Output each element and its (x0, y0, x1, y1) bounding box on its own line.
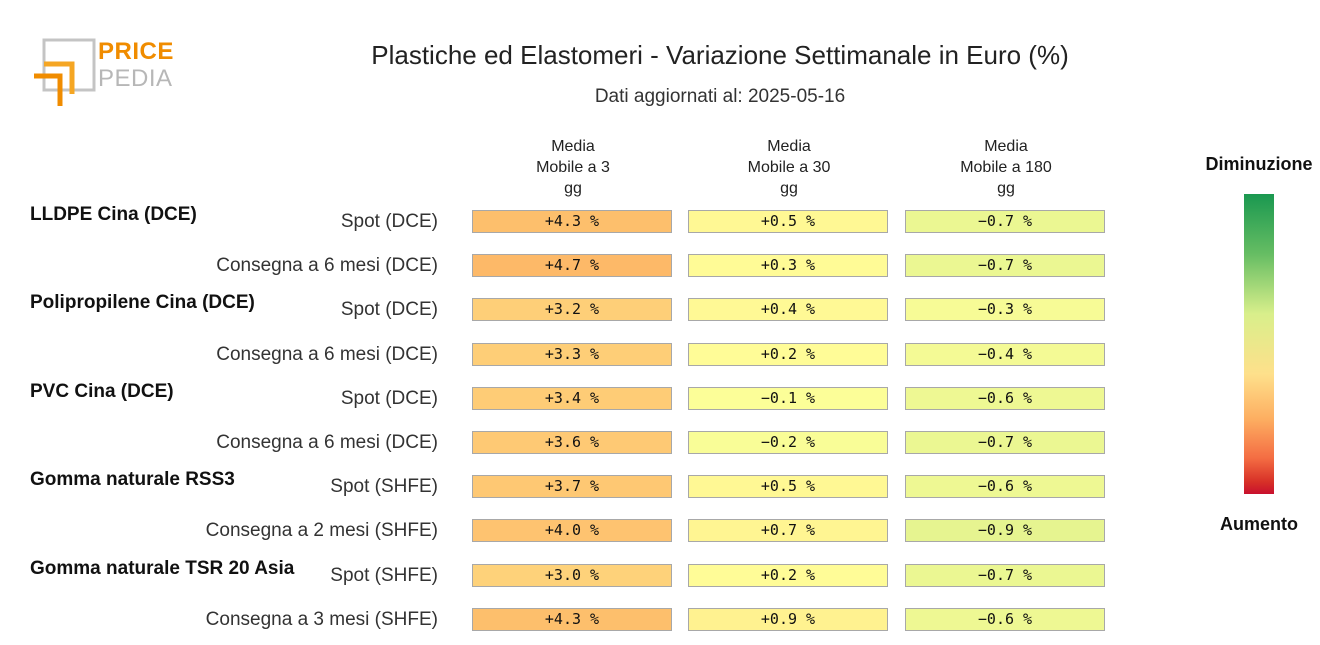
row-label: Consegna a 2 mesi (SHFE) (205, 520, 438, 542)
row-label: Consegna a 6 mesi (DCE) (216, 343, 438, 365)
heatmap-cell: +0.2 % (688, 563, 888, 587)
heatmap-cell: −0.4 % (905, 342, 1105, 366)
row-label: Spot (DCE) (340, 299, 438, 321)
group-label: Gomma naturale RSS3 (30, 469, 235, 491)
legend-bottom-label: Aumento (1220, 514, 1298, 534)
pricepedia-logo: PRICE PEDIA (30, 38, 190, 110)
column-header: Media Mobile a 180 gg (960, 138, 1052, 197)
group-label: Gomma naturale TSR 20 Asia (30, 557, 295, 579)
heatmap-cell: −0.3 % (905, 298, 1105, 322)
heatmap-cell: −0.7 % (905, 210, 1105, 233)
heatmap-cell: −0.6 % (905, 386, 1105, 410)
row-label: Consegna a 6 mesi (DCE) (216, 432, 438, 453)
heatmap-cell: −0.7 % (905, 431, 1105, 454)
group-label: PVC Cina (DCE) (30, 380, 174, 402)
heatmap-cell: +3.7 % (472, 475, 672, 499)
row-label: Spot (DCE) (340, 387, 438, 409)
logo-text-pedia: PEDIA (98, 65, 173, 92)
colorbar (1244, 194, 1274, 494)
heatmap-cell: +3.2 % (472, 298, 672, 322)
heatmap-cell: −0.1 % (688, 386, 888, 410)
chart-title: Plastiche ed Elastomeri - Variazione Set… (371, 40, 1069, 70)
heatmap-cell: +4.3 % (472, 210, 672, 233)
chart-subtitle: Dati aggiornati al: 2025-05-16 (594, 86, 846, 107)
heatmap-cell: −0.6 % (905, 607, 1105, 631)
legend-top-label: Diminuzione (1205, 154, 1313, 174)
heatmap-cell: +0.5 % (688, 210, 888, 233)
heatmap-cell: +3.4 % (472, 386, 672, 410)
heatmap-cell: +3.6 % (472, 431, 672, 454)
heatmap-cell: +0.3 % (688, 254, 888, 278)
heatmap-cell: −0.9 % (905, 519, 1105, 543)
column-header: Media Mobile a 30 gg (747, 138, 831, 197)
heatmap-cell: +0.9 % (688, 607, 888, 631)
heatmap-cell: −0.7 % (905, 563, 1105, 587)
row-label: Spot (DCE) (340, 211, 438, 232)
heatmap-cell: +4.0 % (472, 519, 672, 543)
logo-mark-icon (34, 38, 96, 106)
group-label: LLDPE Cina (DCE) (30, 204, 197, 225)
heatmap-cell: +0.7 % (688, 519, 888, 543)
row-label: Consegna a 6 mesi (DCE) (216, 255, 438, 277)
heatmap-cell: +0.5 % (688, 475, 888, 499)
heatmap-cell: −0.6 % (905, 475, 1105, 499)
heatmap-cell: −0.7 % (905, 254, 1105, 278)
heatmap-cell: +0.4 % (688, 298, 888, 322)
column-header: Media Mobile a 3 gg (536, 138, 610, 197)
heatmap-cell: +3.3 % (472, 342, 672, 366)
heatmap-cell: −0.2 % (688, 431, 888, 454)
row-label: Spot (SHFE) (330, 564, 438, 586)
logo-text-price: PRICE (98, 38, 174, 65)
row-label: Consegna a 3 mesi (SHFE) (205, 608, 438, 630)
heatmap-cell: +3.0 % (472, 563, 672, 587)
group-label: Polipropilene Cina (DCE) (30, 292, 255, 314)
heatmap-cell: +4.3 % (472, 607, 672, 631)
heatmap-cell: +4.7 % (472, 254, 672, 278)
heatmap-cell: +0.2 % (688, 342, 888, 366)
row-label: Spot (SHFE) (330, 476, 438, 498)
